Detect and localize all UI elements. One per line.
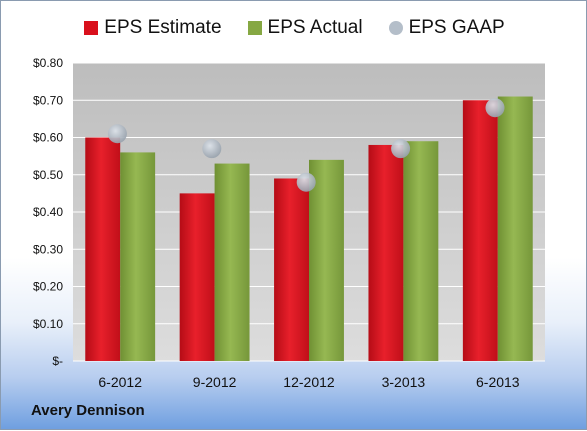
bar-eps-actual [214, 163, 250, 361]
marker-eps-gaap [202, 139, 222, 159]
y-tick-label: $0.10 [33, 317, 63, 331]
bar-eps-estimate [179, 193, 215, 361]
x-tick-label: 12-2012 [283, 374, 335, 390]
legend-label-estimate: EPS Estimate [104, 17, 222, 38]
y-tick-label: $0.50 [33, 168, 63, 182]
bar-eps-estimate [85, 137, 121, 361]
x-tick-label: 3-2013 [382, 374, 426, 390]
legend-item-estimate: EPS Estimate [84, 17, 222, 39]
y-tick-label: $0.40 [33, 205, 63, 219]
y-tick-label: $0.20 [33, 280, 63, 294]
legend-item-gaap: EPS GAAP [388, 17, 505, 39]
bar-eps-estimate [274, 178, 309, 361]
x-tick-label: 6-2013 [476, 374, 520, 390]
bar-eps-actual [403, 141, 439, 361]
marker-eps-gaap [296, 172, 316, 192]
x-tick-label: 9-2012 [193, 374, 237, 390]
bar-eps-actual [309, 159, 344, 361]
x-tick-label: 6-2012 [98, 374, 142, 390]
legend-swatch-actual [247, 21, 262, 35]
bar-eps-estimate [368, 144, 404, 361]
marker-eps-gaap [107, 124, 127, 144]
bar-eps-actual [497, 96, 533, 362]
company-name: Avery Dennison [31, 402, 145, 419]
x-axis-labels: 6-2012 9-2012 12-2012 3-2013 6-2013 [98, 374, 519, 390]
marker-eps-gaap [391, 139, 411, 159]
y-tick-label: $0.30 [33, 242, 63, 256]
bars [85, 96, 533, 362]
bar-eps-actual [120, 152, 156, 361]
y-tick-label: $0.70 [33, 93, 63, 107]
legend-label-gaap: EPS GAAP [408, 17, 505, 38]
legend-item-actual: EPS Actual [247, 17, 363, 39]
marker-eps-gaap [485, 98, 505, 118]
gaap-markers [107, 98, 505, 192]
legend-swatch-estimate [84, 21, 99, 35]
legend-label-actual: EPS Actual [267, 17, 363, 38]
legend: EPS Estimate EPS Actual EPS GAAP [1, 17, 587, 39]
legend-swatch-gaap [388, 21, 403, 35]
bar-eps-estimate [462, 100, 498, 361]
y-tick-label: $- [52, 354, 63, 368]
y-tick-label: $0.60 [33, 131, 63, 145]
y-tick-label: $0.80 [33, 56, 63, 70]
y-axis-labels: $- $0.10 $0.20 $0.30 $0.40 $0.50 $0.60 $0.70 $0.… [33, 56, 63, 368]
